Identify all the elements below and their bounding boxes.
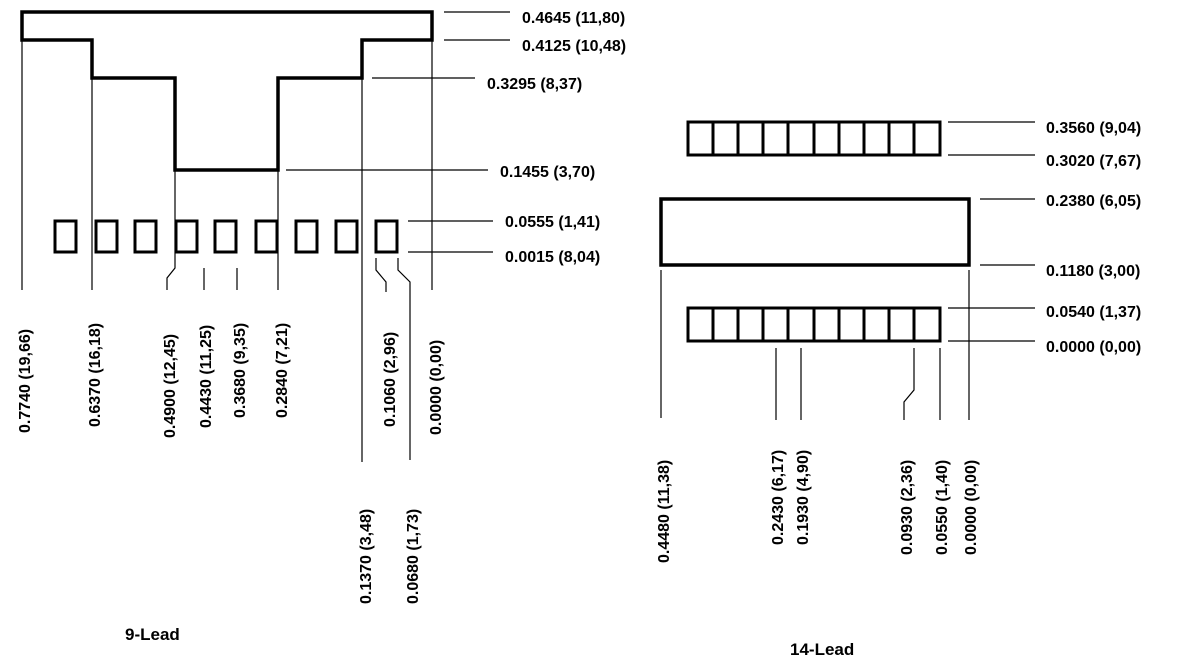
dim-label: 0.4900 (12,45) [162, 334, 179, 438]
nine-lead-h-leaders [286, 11, 510, 253]
pad [133, 219, 158, 254]
dim-label: 0.2430 (6,17) [770, 450, 787, 545]
nine-lead-outline [20, 10, 434, 172]
nine-lead-pads [53, 219, 399, 254]
dim-label: 0.0550 (1,40) [934, 460, 951, 555]
dim-label: 0.4480 (11,38) [656, 460, 673, 563]
dim-label: 0.3680 (9,35) [232, 323, 249, 418]
dim-label: 0.0000 (0,00) [428, 340, 445, 435]
pad [53, 219, 78, 254]
pad [174, 219, 199, 254]
dim-label: 0.7740 (19,66) [17, 329, 34, 433]
fourteen-lead-title: 14-Lead [790, 640, 854, 659]
dim-label: 0.0000 (0,00) [963, 460, 980, 555]
pad [94, 219, 119, 254]
pad [254, 219, 279, 254]
dim-label: 0.1930 (4,90) [795, 450, 812, 545]
dim-label: 0.3020 (7,67) [1046, 153, 1141, 170]
dim-label: 0.6370 (16,18) [87, 323, 104, 427]
fourteen-lead-body [659, 197, 971, 267]
dim-label: 0.0000 (0,00) [1046, 339, 1141, 356]
fourteen-lead-v-leaders [660, 270, 970, 420]
pad [374, 219, 399, 254]
dim-label: 0.1060 (2,96) [382, 332, 399, 427]
dim-label: 0.4430 (11,25) [198, 325, 215, 428]
nine-lead-v-leaders [21, 12, 433, 462]
nine-lead-title: 9-Lead [125, 625, 180, 644]
dim-label: 0.0555 (1,41) [505, 214, 600, 231]
fourteen-lead-bottom-pads [686, 306, 942, 343]
dim-label: 0.4645 (11,80) [522, 10, 625, 27]
fourteen-lead-drawing: 0.3560 (9,04) 0.3020 (7,67) 0.2380 (6,05… [656, 120, 1141, 659]
fourteen-lead-h-leaders [948, 121, 1035, 342]
dim-label: 0.3560 (9,04) [1046, 120, 1141, 137]
dim-label: 0.0680 (1,73) [405, 509, 422, 604]
dim-label: 0.0930 (2,36) [899, 460, 916, 555]
dim-label: 0.0540 (1,37) [1046, 304, 1141, 321]
dim-label: 0.3295 (8,37) [487, 76, 582, 93]
dim-label: 0.1370 (3,48) [358, 509, 375, 604]
dim-label: 0.1180 (3,00) [1046, 263, 1140, 280]
pad [334, 219, 359, 254]
pad [213, 219, 238, 254]
dim-label: 0.2380 (6,05) [1046, 193, 1141, 210]
dim-label: 0.0015 (8,04) [505, 249, 600, 266]
pad [294, 219, 319, 254]
dim-label: 0.1455 (3,70) [500, 164, 595, 181]
dim-label: 0.4125 (10,48) [522, 38, 626, 55]
fourteen-lead-top-pads [686, 120, 942, 157]
dim-label: 0.2840 (7,21) [274, 323, 291, 418]
nine-lead-drawing: 0.4645 (11,80) 0.4125 (10,48) 0.3295 (8,… [17, 10, 626, 644]
